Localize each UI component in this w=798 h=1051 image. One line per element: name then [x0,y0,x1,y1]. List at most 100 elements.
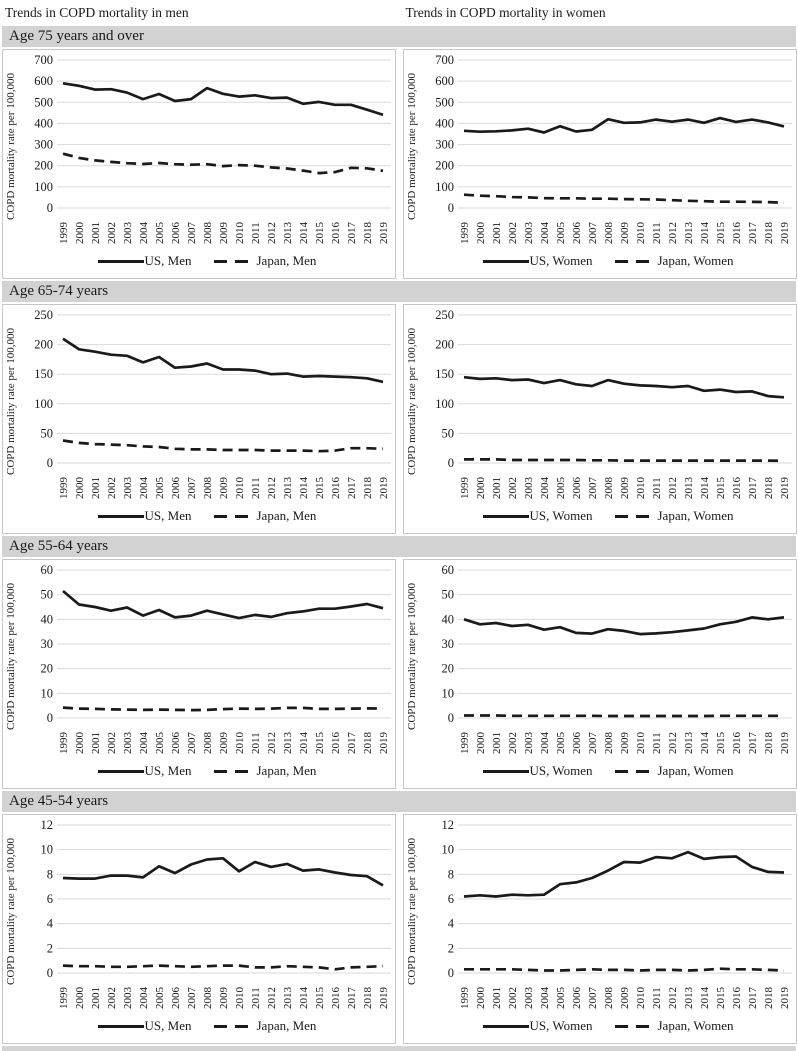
svg-text:2007: 2007 [587,477,599,500]
chart-panel-age65-men: COPD mortality rate per 100,000 0 50 100 15… [2,304,396,534]
svg-text:2016: 2016 [330,987,342,1010]
chart-panel-age75-men: COPD mortality rate per 100,000 0 100 200 3… [2,49,396,279]
svg-text:2002: 2002 [507,222,519,244]
svg-text:200: 200 [34,338,53,352]
svg-text:20: 20 [41,662,54,676]
chart-panel-age45-men: COPD mortality rate per 100,000 0 2 4 6 8 10 1… [2,814,396,1044]
svg-text:500: 500 [34,95,53,109]
svg-text:2012: 2012 [266,222,278,244]
dashed-line-sample [614,514,651,518]
svg-text:2008: 2008 [202,732,214,755]
svg-text:2000: 2000 [475,222,487,245]
legend-item-japan: Japan, Men [213,1018,316,1034]
svg-text:2003: 2003 [523,732,535,755]
svg-text:2011: 2011 [651,732,663,754]
svg-text:0: 0 [47,201,53,215]
svg-text:700: 700 [435,53,454,67]
svg-text:2006: 2006 [170,477,182,500]
svg-text:2003: 2003 [122,477,134,500]
svg-text:2005: 2005 [555,477,567,500]
svg-text:2007: 2007 [587,222,599,245]
age-band-label: Age 55-64 years [2,536,796,557]
svg-text:2016: 2016 [330,732,342,755]
svg-text:2018: 2018 [362,987,374,1010]
svg-text:2005: 2005 [154,477,166,500]
svg-text:2003: 2003 [523,222,535,245]
svg-text:2013: 2013 [282,477,294,500]
dashed-line-sample [213,514,250,518]
svg-text:2018: 2018 [763,222,775,245]
solid-line-sample [97,769,144,773]
svg-text:2015: 2015 [314,732,326,755]
svg-text:2001: 2001 [491,987,503,1009]
svg-text:2005: 2005 [555,222,567,245]
svg-text:2: 2 [448,941,454,955]
svg-text:1999: 1999 [459,732,471,755]
y-axis-label: COPD mortality rate per 100,000 [406,328,418,476]
svg-text:2012: 2012 [667,222,679,244]
age-band-label: Age 45-54 years [2,791,796,812]
svg-text:2002: 2002 [507,732,519,754]
svg-text:2019: 2019 [378,732,390,755]
svg-text:500: 500 [435,95,454,109]
svg-text:1999: 1999 [459,987,471,1010]
legend-label-us: US, Men [144,1018,192,1033]
chart-age75-men: 0 100 200 300 400 500 600 700 1999 2000 2001 2002 20… [34,53,391,245]
svg-text:2000: 2000 [74,732,86,755]
svg-text:2000: 2000 [74,222,86,245]
chart-legend: US, Men Japan, Men [21,759,393,783]
svg-text:2000: 2000 [74,477,86,500]
svg-text:2013: 2013 [683,477,695,500]
y-axis-label: COPD mortality rate per 100,000 [5,73,17,221]
chart-age45-men: 0 2 4 6 8 10 12 1999 2000 2001 2002 2003 2004 2005 200… [41,818,391,1010]
svg-text:2005: 2005 [555,732,567,755]
svg-text:2004: 2004 [138,477,150,500]
svg-text:2010: 2010 [635,732,647,755]
svg-text:2011: 2011 [651,222,663,244]
svg-text:2006: 2006 [170,222,182,245]
legend-item-japan: Japan, Men [213,508,316,524]
svg-text:2019: 2019 [779,222,791,245]
svg-text:2002: 2002 [106,987,118,1009]
svg-text:2012: 2012 [667,477,679,499]
svg-text:2007: 2007 [186,222,198,245]
legend-item-japan: Japan, Women [614,1018,733,1034]
svg-text:2013: 2013 [683,987,695,1010]
svg-text:2001: 2001 [90,987,102,1009]
svg-text:2008: 2008 [202,477,214,500]
svg-text:2009: 2009 [218,987,230,1010]
svg-text:30: 30 [41,637,54,651]
svg-text:2017: 2017 [747,477,759,500]
svg-text:2009: 2009 [619,222,631,245]
svg-text:0: 0 [448,201,454,215]
svg-text:2000: 2000 [475,477,487,500]
svg-text:6: 6 [47,892,53,906]
svg-text:40: 40 [442,612,455,626]
svg-text:2009: 2009 [619,987,631,1010]
svg-text:2005: 2005 [555,987,567,1010]
y-axis-label: COPD mortality rate per 100,000 [406,583,418,731]
chart-panel-age65-women: COPD mortality rate per 100,000 0 50 100 15… [403,304,797,534]
svg-text:2007: 2007 [186,987,198,1010]
svg-text:250: 250 [435,308,454,322]
svg-text:10: 10 [41,843,54,857]
chart-age65-men: 0 50 100 150 200 250 1999 2000 2001 2002 2003 2004 2… [34,308,391,500]
chart-legend: US, Men Japan, Men [21,1014,393,1038]
chart-age55-women: 0 10 20 30 40 50 60 1999 2000 2001 2002 2003 2004 200… [442,563,792,755]
svg-text:2007: 2007 [587,987,599,1010]
svg-text:150: 150 [435,367,454,381]
solid-line-sample [97,514,144,518]
svg-text:2015: 2015 [715,732,727,755]
svg-text:2017: 2017 [346,477,358,500]
legend-label-us: US, Women [529,1018,593,1033]
svg-text:2011: 2011 [250,222,262,244]
svg-text:0: 0 [448,456,454,470]
chart-age75-women: 0 100 200 300 400 500 600 700 1999 2000 2001 2002 20… [435,53,792,245]
svg-text:2: 2 [47,941,53,955]
svg-text:2019: 2019 [378,477,390,500]
svg-text:2011: 2011 [651,987,663,1009]
svg-text:2018: 2018 [763,732,775,755]
svg-text:200: 200 [435,159,454,173]
section-age-65-74: Age 65-74 years COPD mortality rate per … [2,281,797,534]
svg-text:2004: 2004 [539,732,551,755]
